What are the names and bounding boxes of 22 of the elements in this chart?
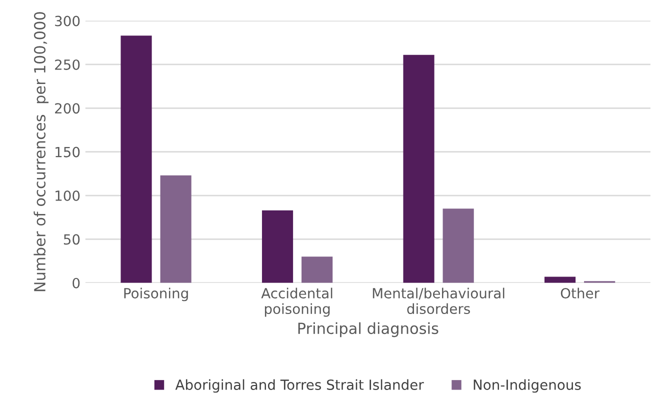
y-axis-title: Number of occurrences per 100,000: [34, 12, 48, 292]
bar: [544, 276, 576, 283]
x-tick-label: Accidental poisoning: [261, 288, 332, 317]
y-tick-label: 50: [64, 234, 80, 245]
y-tick-label: 150: [56, 146, 80, 158]
y-tick-label: 250: [55, 59, 80, 70]
legend-label: Non-Indigenous: [474, 379, 581, 393]
x-axis-title: Principal diagnosis: [298, 322, 438, 338]
legend-label: Aboriginal and Torres Strait Islander: [175, 379, 424, 393]
y-tick-label: 300: [55, 16, 80, 26]
bar: [442, 208, 474, 283]
bar: [120, 36, 152, 283]
bar: [302, 256, 333, 283]
y-tick-label: 200: [55, 103, 80, 114]
y-tick-label: 0: [72, 278, 80, 288]
y-tick-label: 100: [56, 190, 80, 201]
x-tick-label: Mental/behavioural disorders: [372, 288, 504, 314]
x-tick-label: Poisoning: [124, 288, 188, 302]
x-tick-label: Other: [560, 288, 600, 298]
bar: [403, 54, 434, 283]
bar: [262, 210, 294, 283]
bar: [160, 175, 192, 283]
